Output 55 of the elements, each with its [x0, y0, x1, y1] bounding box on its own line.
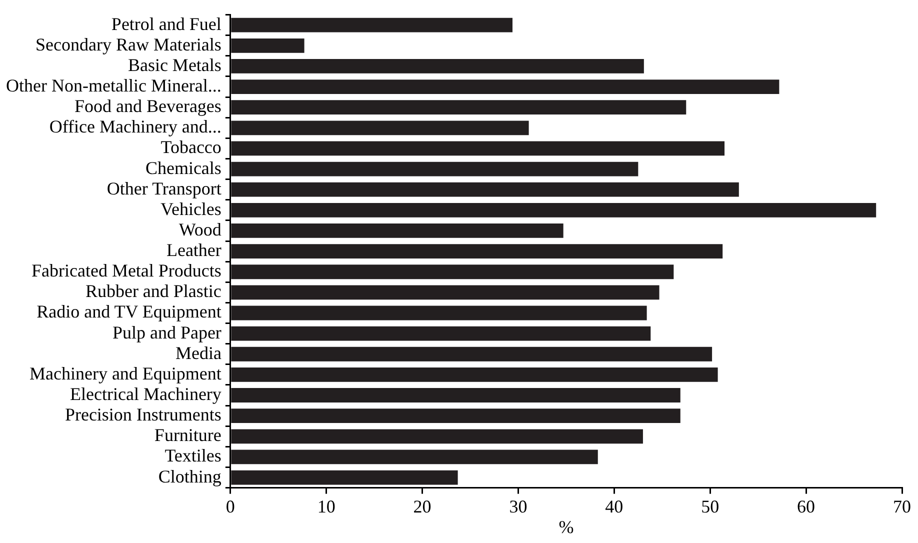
bar	[231, 224, 564, 238]
y-tick-label: Textiles	[164, 446, 222, 466]
y-tick-label: Fabricated Metal Products	[31, 260, 222, 281]
x-tick-label: 20	[413, 496, 432, 516]
y-tick-label: Petrol and Fuel	[111, 14, 222, 34]
y-tick-label: Radio and TV Equipment	[36, 302, 222, 322]
y-tick-label: Machinery and Equipment	[29, 363, 222, 384]
bar	[231, 367, 718, 382]
bar	[231, 202, 876, 218]
y-tick-label: Electrical Machinery	[70, 384, 222, 404]
y-tick-label: Secondary Raw Materials	[35, 34, 222, 54]
x-tick-label: 40	[605, 496, 624, 516]
y-tick-label: Vehicles	[160, 198, 222, 219]
bar	[231, 326, 651, 341]
y-tick-label: Pulp and Paper	[112, 322, 222, 342]
bar	[231, 408, 680, 424]
y-tick-label: Rubber and Plastic	[85, 281, 222, 302]
y-tick-label: Chemicals	[145, 158, 222, 178]
x-tick-label: 10	[317, 496, 336, 516]
x-tick-label: 70	[893, 496, 911, 516]
bar	[231, 141, 725, 156]
x-tick-label: 50	[701, 496, 720, 516]
y-tick-label: Tobacco	[160, 137, 222, 158]
bar	[231, 470, 458, 485]
y-tick-label: Wood	[178, 219, 222, 240]
y-tick-label: Other Non-metallic Mineral...	[6, 76, 222, 96]
y-tick-label: Other Transport	[106, 178, 222, 198]
bar	[231, 38, 304, 53]
bar	[231, 264, 674, 280]
bar	[231, 450, 598, 464]
bar	[231, 182, 739, 197]
bar	[231, 285, 660, 300]
x-tick-label: 0	[226, 496, 235, 516]
bar	[231, 388, 680, 402]
bar	[231, 59, 644, 74]
y-tick-label: Food and Beverages	[74, 96, 222, 116]
y-tick-label: Basic Metals	[128, 54, 222, 75]
x-tick-label: 60	[797, 496, 816, 516]
bar	[231, 429, 643, 444]
bar	[231, 120, 529, 136]
bar	[231, 306, 647, 320]
bar	[231, 244, 723, 258]
y-tick-label: Precision Instruments	[64, 404, 222, 425]
y-tick-label: Office Machinery and...	[49, 116, 222, 137]
x-tick-label: 30	[509, 496, 528, 516]
y-tick-label: Leather	[166, 240, 222, 260]
bar	[231, 18, 512, 32]
y-tick-label: Clothing	[158, 466, 222, 486]
y-tick-label: Media	[175, 342, 222, 363]
x-axis-title: %	[558, 516, 574, 537]
bar	[231, 346, 712, 362]
bar	[231, 100, 686, 115]
bar	[231, 162, 638, 176]
bar	[231, 80, 780, 94]
y-tick-label: Furniture	[154, 425, 222, 446]
